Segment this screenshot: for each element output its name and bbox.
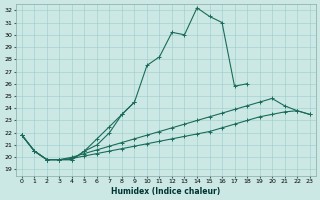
X-axis label: Humidex (Indice chaleur): Humidex (Indice chaleur) <box>111 187 220 196</box>
